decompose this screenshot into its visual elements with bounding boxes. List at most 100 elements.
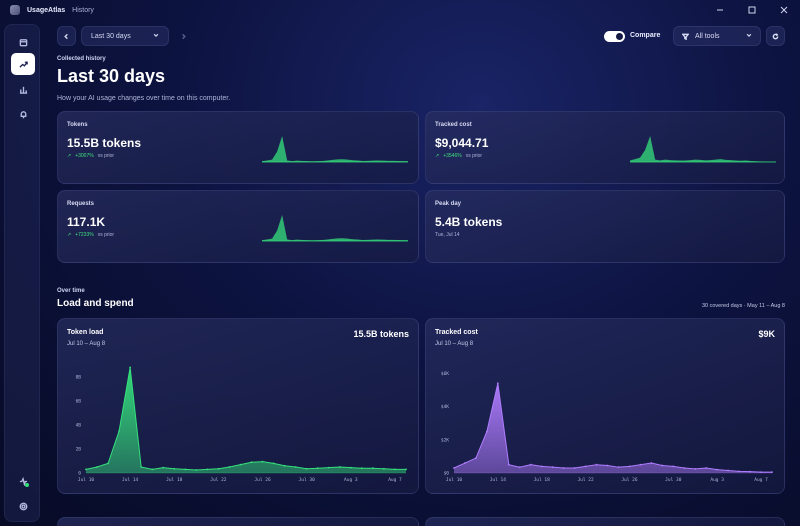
- title-bar: UsageAtlas History: [0, 0, 800, 20]
- activity-icon: [19, 476, 27, 486]
- data-point: [628, 465, 631, 468]
- data-point: [573, 467, 576, 469]
- forward-button[interactable]: [174, 26, 193, 46]
- y-tick-label: 0: [78, 471, 81, 477]
- data-point: [727, 469, 730, 472]
- compare-toggle[interactable]: [604, 31, 625, 42]
- chart-title: Token load: [67, 329, 104, 336]
- x-tick-label: Jul 18: [534, 477, 551, 483]
- data-point: [239, 463, 242, 466]
- range-select[interactable]: Last 30 days: [81, 26, 169, 46]
- refresh-button[interactable]: [766, 26, 785, 46]
- x-tick-label: Jul 22: [210, 477, 227, 483]
- bell-icon: [20, 110, 26, 118]
- data-point: [206, 468, 209, 471]
- requests-sparkline: [262, 215, 408, 242]
- sidebar-item-alerts[interactable]: [11, 103, 35, 125]
- stat-delta-suffix: vs prior: [97, 153, 115, 159]
- series-area: [86, 367, 406, 473]
- y-tick-label: 6B: [76, 399, 82, 405]
- data-point: [551, 466, 554, 469]
- data-point: [617, 466, 620, 469]
- minimize-icon: [717, 9, 723, 11]
- y-tick-label: 4B: [76, 423, 82, 429]
- trend-up-icon: ↗: [67, 232, 72, 238]
- compare-label: Compare: [630, 32, 661, 39]
- data-point: [184, 468, 187, 471]
- data-point: [705, 467, 708, 469]
- x-tick-label: Jul 10: [78, 477, 95, 483]
- data-point: [151, 468, 154, 471]
- stat-delta-suffix: vs prior: [97, 232, 115, 238]
- data-point: [129, 366, 132, 369]
- stat-delta-value: +3546%: [443, 153, 462, 159]
- data-point: [639, 463, 642, 466]
- stat-card-requests: Requests 117.1K ↗ +7233% vs prior: [57, 190, 419, 263]
- chart-total: 15.5B tokens: [353, 329, 409, 339]
- data-point: [672, 465, 675, 468]
- x-tick-label: Jul 26: [621, 477, 638, 483]
- status-dot: [25, 483, 29, 487]
- chevron-down-icon: [153, 33, 159, 37]
- data-point: [162, 466, 165, 469]
- range-select-label: Last 30 days: [91, 32, 131, 40]
- data-point: [272, 462, 275, 465]
- sidebar-item-stats[interactable]: [11, 78, 35, 100]
- toggle-knob: [616, 33, 623, 40]
- data-point: [650, 462, 653, 464]
- data-point: [475, 457, 477, 459]
- stat-card-cost: Tracked cost $9,044.71 ↗ +3546% vs prior: [425, 111, 785, 184]
- data-point: [562, 467, 565, 469]
- app-section: History: [72, 6, 94, 14]
- sidebar-item-activity[interactable]: [11, 470, 35, 492]
- x-tick-label: Jul 18: [166, 477, 183, 483]
- data-point: [405, 468, 407, 471]
- x-tick-label: Jul 10: [446, 477, 463, 483]
- window-controls: [704, 0, 800, 20]
- x-tick-label: Jul 22: [577, 477, 594, 483]
- sidebar-item-settings[interactable]: [11, 495, 35, 517]
- data-point: [371, 467, 374, 470]
- trend-icon: [18, 61, 28, 68]
- data-point: [683, 467, 686, 469]
- data-point: [283, 464, 286, 467]
- app-logo-icon: [10, 5, 20, 15]
- sparkline-area: [262, 215, 408, 241]
- next-card-left: [57, 517, 419, 526]
- sidebar-item-calendar[interactable]: [11, 31, 35, 53]
- maximize-icon: [748, 6, 756, 14]
- y-tick-label: $4K: [441, 404, 449, 410]
- data-point: [518, 466, 521, 469]
- series-line: [453, 383, 772, 473]
- sidebar: [4, 24, 40, 522]
- chart-total: $9K: [758, 329, 775, 339]
- sidebar-item-history[interactable]: [11, 53, 35, 75]
- chart-title: Tracked cost: [435, 329, 478, 336]
- data-point: [464, 462, 466, 464]
- filter-icon: [682, 33, 689, 40]
- close-button[interactable]: [768, 0, 800, 20]
- back-button[interactable]: [57, 26, 76, 46]
- data-point: [485, 430, 488, 433]
- minimize-button[interactable]: [704, 0, 736, 20]
- stat-delta-suffix: vs prior: [465, 153, 483, 159]
- stat-label: Tokens: [67, 122, 88, 128]
- data-point: [360, 467, 363, 470]
- stat-label: Peak day: [435, 201, 462, 207]
- stat-value: $9,044.71: [435, 136, 489, 150]
- page-title: Last 30 days: [57, 66, 166, 86]
- stat-label: Tracked cost: [435, 122, 472, 128]
- tools-select[interactable]: All tools: [673, 26, 761, 46]
- maximize-button[interactable]: [736, 0, 768, 20]
- x-tick-label: Aug 3: [344, 477, 358, 483]
- data-point: [195, 469, 198, 471]
- stat-label: Requests: [67, 201, 95, 207]
- series-area: [454, 383, 772, 473]
- data-point: [96, 466, 98, 468]
- data-point: [496, 382, 499, 385]
- refresh-icon: [772, 32, 779, 39]
- data-point: [771, 471, 773, 474]
- bar-chart-icon: [19, 86, 27, 94]
- data-point: [749, 470, 751, 473]
- data-point: [173, 467, 176, 470]
